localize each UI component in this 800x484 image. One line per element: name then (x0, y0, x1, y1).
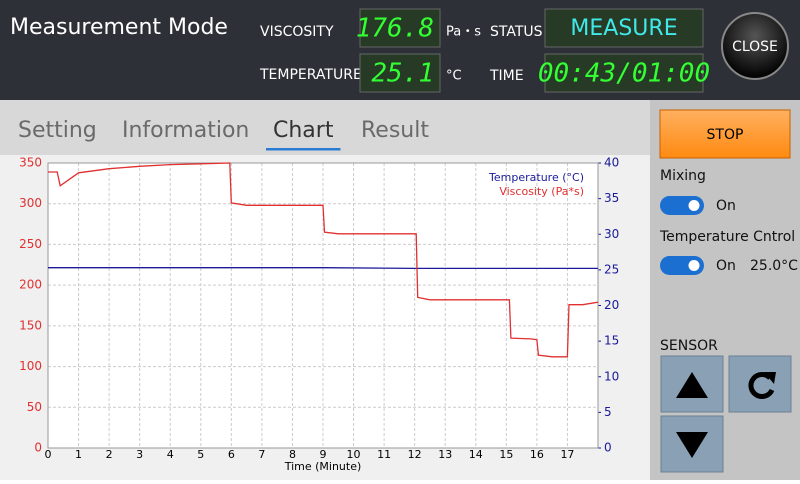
display-box (544, 53, 704, 93)
x-tick-label: 15 (499, 448, 513, 461)
y2-tick-label: 20 (604, 298, 619, 312)
x-tick-label: 9 (320, 448, 327, 461)
label: Temperature Cntrol (659, 229, 795, 245)
up-icon (676, 372, 708, 398)
y-tick-label: 300 (19, 196, 42, 210)
y2-tick-label: 35 (604, 191, 619, 205)
x-tick-label: 1 (75, 448, 82, 461)
label: TEMPERATURE (259, 67, 362, 83)
tab[interactable]: Information (122, 118, 249, 143)
unit: °C (446, 69, 462, 84)
series-line (48, 162, 599, 358)
x-tick-label: 13 (438, 448, 452, 461)
y2-tick-label: 10 (604, 369, 619, 383)
x-tick-label: 7 (258, 448, 265, 461)
label: STATUS (490, 24, 543, 40)
x-axis-title: Time (Minute) (284, 460, 362, 473)
stop-label[interactable]: STOP (707, 127, 744, 143)
display-box (359, 8, 441, 48)
x-tick-label: 14 (469, 448, 483, 461)
x-tick-label: 17 (560, 448, 574, 461)
display-box (359, 53, 441, 93)
toggle-knob (688, 200, 700, 211)
label: Mixing (660, 168, 706, 184)
y-tick-label: 50 (27, 400, 42, 414)
plot-frame (47, 162, 599, 449)
time-display: 00:43/01:00 (538, 59, 710, 89)
y2-tick-label: 15 (604, 334, 619, 348)
x-tick-label: 6 (228, 448, 235, 461)
display-box (544, 8, 704, 48)
down-icon (676, 432, 708, 458)
refresh-arrow (764, 372, 776, 384)
x-tick-label: 5 (197, 448, 204, 461)
toggle-state: On (716, 258, 736, 274)
x-tick-label: 11 (377, 448, 391, 461)
close-button[interactable] (721, 12, 789, 80)
y-tick-label: 150 (19, 318, 42, 332)
label: SENSOR (660, 338, 718, 354)
y2-tick-label: 25 (604, 262, 619, 276)
x-tick-label: 10 (347, 448, 361, 461)
series-line (48, 267, 598, 270)
y-tick-label: 350 (19, 156, 42, 170)
y-tick-label: 100 (19, 359, 42, 373)
tab-bar: Setting Information Chart Result (18, 118, 429, 151)
toggle-state: On (716, 198, 736, 214)
stop-button[interactable] (659, 109, 791, 159)
temperature-display: 25.1 (371, 59, 434, 89)
y2-tick-label: 30 (604, 227, 619, 241)
tab[interactable]: Setting (18, 118, 97, 143)
label: TIME (489, 68, 524, 84)
tab-underline (266, 148, 341, 151)
x-tick-label: 16 (530, 448, 544, 461)
viscosity-display: 176.8 (356, 14, 434, 44)
x-tick-label: 4 (167, 448, 174, 461)
y-tick-label: 250 (19, 237, 42, 251)
setpoint: 25.0°C (750, 258, 798, 274)
x-tick-label: 3 (136, 448, 143, 461)
legend-entry: Temperature (°C) (488, 171, 584, 184)
x-tick-label: 0 (45, 448, 52, 461)
x-tick-label: 8 (289, 448, 296, 461)
label: VISCOSITY (260, 24, 334, 40)
legend-entry: Viscosity (Pa*s) (499, 185, 584, 198)
y-tick-label: 200 (19, 278, 42, 292)
tab[interactable]: Chart (273, 118, 334, 143)
y2-tick-label: 0 (604, 441, 612, 455)
tab[interactable]: Result (361, 118, 429, 143)
x-tick-label: 12 (408, 448, 422, 461)
refresh-icon (748, 372, 775, 399)
toggle-knob (688, 260, 700, 271)
refresh-button[interactable] (728, 355, 792, 413)
page-title: Measurement Mode (10, 15, 228, 40)
status-display: MEASURE (570, 16, 677, 41)
y2-tick-label: 40 (604, 156, 619, 170)
y2-tick-label: 5 (604, 405, 612, 419)
chart: 0 1 2 3 4 5 6 7 8 9 10 11 12 13 14 15 16 1705010015020025… (19, 156, 619, 474)
unit: Pa・s (446, 25, 481, 40)
x-tick-label: 2 (106, 448, 113, 461)
y-tick-label: 0 (34, 441, 42, 455)
close-label[interactable]: CLOSE (732, 39, 778, 55)
